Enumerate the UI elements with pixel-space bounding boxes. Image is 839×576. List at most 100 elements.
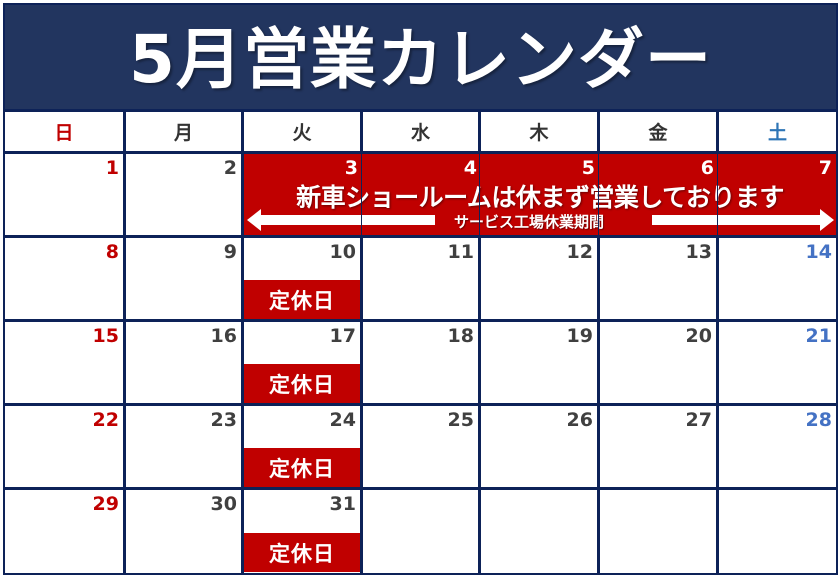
day-number: 5 (581, 157, 595, 179)
day-cell: 10 定休日 (244, 238, 360, 319)
day-number: 24 (329, 409, 356, 431)
day-number: 25 (447, 409, 474, 431)
day-cell: 14 (719, 238, 836, 319)
day-number: 1 (105, 157, 119, 179)
closed-day-tag: 定休日 (244, 533, 360, 572)
grid-line (5, 319, 836, 322)
grid-line (716, 109, 719, 154)
service-closure-label: サービス工場休業期間 (454, 213, 605, 231)
day-cell: 18 (363, 322, 478, 403)
day-number: 8 (105, 241, 119, 263)
day-number: 28 (805, 409, 832, 431)
day-cell-empty (600, 490, 716, 573)
day-cell: 29 (5, 490, 123, 573)
calendar-grid: 日 月 火 水 木 金 土 3 4 5 6 7 新車ショールームは休まず営業して… (5, 109, 836, 573)
day-number: 27 (685, 409, 712, 431)
day-number: 6 (700, 157, 714, 179)
day-number: 18 (447, 325, 474, 347)
weekday-header-fri: 金 (648, 122, 668, 144)
day-cell: 11 (363, 238, 478, 319)
day-cell: 24 定休日 (244, 406, 360, 487)
grid-line (5, 235, 836, 238)
day-cell-empty (363, 490, 478, 573)
day-number: 29 (92, 493, 119, 515)
day-cell: 16 (126, 322, 241, 403)
arrow-right-icon (652, 209, 834, 231)
weekday-header-sun: 日 (54, 122, 74, 144)
day-cell: 23 (126, 406, 241, 487)
day-number: 16 (210, 325, 237, 347)
day-number: 20 (685, 325, 712, 347)
day-cell: 25 (363, 406, 478, 487)
service-closure-banner: 3 4 5 6 7 新車ショールームは休まず営業しております サービス工場休業期… (244, 154, 836, 235)
calendar-title: 5月営業カレンダー (129, 21, 712, 98)
day-cell: 1 (5, 154, 123, 235)
day-number: 11 (447, 241, 474, 263)
grid-line (716, 235, 719, 573)
day-number: 26 (566, 409, 593, 431)
day-number: 19 (566, 325, 593, 347)
day-cell: 26 (481, 406, 597, 487)
day-cell: 22 (5, 406, 123, 487)
day-number: 21 (805, 325, 832, 347)
grid-line (597, 235, 600, 573)
day-cell: 21 (719, 322, 836, 403)
day-cell: 19 (481, 322, 597, 403)
grid-line (479, 154, 480, 235)
day-number: 23 (210, 409, 237, 431)
day-cell: 30 (126, 490, 241, 573)
day-number: 12 (566, 241, 593, 263)
weekday-header-thu: 木 (529, 122, 549, 144)
grid-line (478, 109, 481, 154)
day-cell: 15 (5, 322, 123, 403)
grid-line (361, 154, 362, 235)
day-cell: 20 (600, 322, 716, 403)
weekday-header-mon: 月 (173, 122, 193, 144)
weekday-header-row: 日 月 火 水 木 金 土 (5, 109, 836, 151)
grid-line (123, 109, 126, 573)
grid-line (598, 154, 599, 235)
showroom-open-notice: 新車ショールームは休まず営業しております (296, 183, 784, 212)
day-number: 3 (344, 157, 358, 179)
day-cell: 17 定休日 (244, 322, 360, 403)
day-cell-empty (719, 490, 836, 573)
calendar-frame: 5月営業カレンダー 日 月 火 水 木 金 土 3 4 5 6 7 新車ショール… (3, 3, 838, 575)
closed-day-tag: 定休日 (244, 280, 360, 319)
day-number: 4 (463, 157, 477, 179)
grid-line (5, 403, 836, 406)
day-number: 30 (210, 493, 237, 515)
day-cell-empty (481, 490, 597, 573)
day-cell: 2 (126, 154, 241, 235)
grid-line (241, 109, 244, 573)
closed-day-tag: 定休日 (244, 448, 360, 487)
grid-line (597, 109, 600, 154)
title-band: 5月営業カレンダー (5, 5, 836, 109)
day-cell: 9 (126, 238, 241, 319)
weekday-header-sat: 土 (767, 122, 787, 144)
day-number: 22 (92, 409, 119, 431)
grid-line (5, 151, 836, 154)
grid-line (5, 487, 836, 490)
arrow-left-icon (247, 209, 435, 231)
grid-line (360, 109, 363, 154)
day-number: 15 (92, 325, 119, 347)
grid-line (360, 235, 363, 573)
day-cell: 31 定休日 (244, 490, 360, 573)
weekday-header-tue: 火 (292, 122, 312, 144)
weekday-header-wed: 水 (410, 122, 430, 144)
day-number: 31 (329, 493, 356, 515)
grid-line (478, 235, 481, 573)
day-number: 17 (329, 325, 356, 347)
day-cell: 8 (5, 238, 123, 319)
day-number: 13 (685, 241, 712, 263)
day-cell: 12 (481, 238, 597, 319)
day-cell: 13 (600, 238, 716, 319)
day-number: 10 (329, 241, 356, 263)
day-cell: 27 (600, 406, 716, 487)
day-number: 7 (818, 157, 832, 179)
day-number: 14 (805, 241, 832, 263)
closed-day-tag: 定休日 (244, 364, 360, 403)
day-cell: 28 (719, 406, 836, 487)
day-number: 9 (223, 241, 237, 263)
grid-line (717, 154, 718, 235)
